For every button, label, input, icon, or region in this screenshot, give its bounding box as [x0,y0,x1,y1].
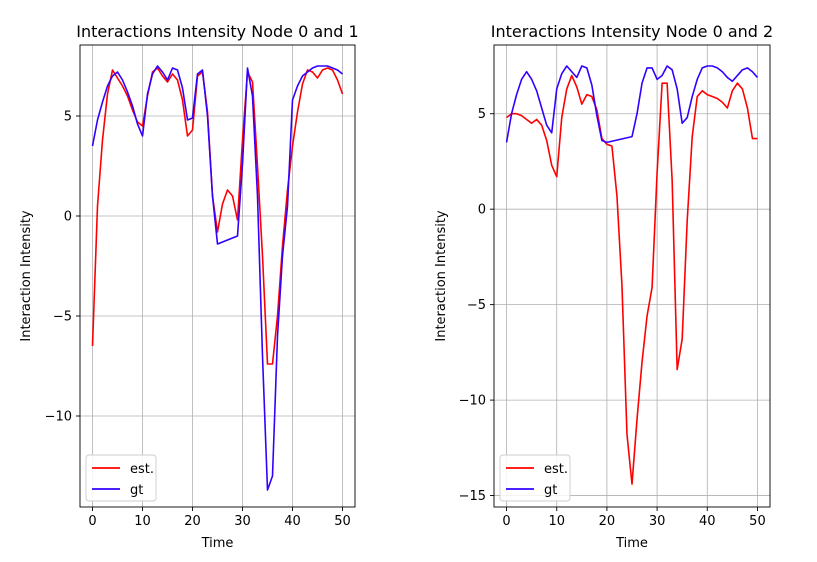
y-axis-label: Interaction Intensity [434,210,449,342]
chart-1: 0 10 20 30 40 50 −10 −5 0 5 Interactions Intensity… [19,22,359,551]
y-tick-label: 0 [478,203,486,218]
chart-title: Interactions Intensity Node 0 and 2 [491,22,773,41]
y-axis-label: Interaction Intensity [19,210,34,342]
x-tick-label: 30 [234,514,251,529]
y-tick-label: 5 [64,110,72,125]
series-line-gt [505,65,759,144]
y-tick-label: −10 [45,410,72,425]
x-tick-label: 40 [699,514,716,529]
y-tick-label: −15 [459,489,486,504]
x-tick-label: 20 [184,514,201,529]
x-axis-label: Time [615,536,648,551]
legend: est. gt [85,454,157,502]
x-tick-label: 20 [599,514,616,529]
y-tick-label: 0 [64,210,72,225]
axes-frame [493,44,771,508]
y-tick-label: 5 [478,107,486,122]
x-tick-label: 10 [134,514,151,529]
y-tick-label: −5 [53,310,72,325]
chart-title: Interactions Intensity Node 0 and 1 [76,22,358,41]
x-tick-label: 30 [649,514,666,529]
x-tick-label: 50 [334,514,351,529]
axes-frame [79,44,356,508]
x-tick-label: 0 [88,514,96,529]
x-tick-label: 50 [749,514,766,529]
chart-2: 0 10 20 30 40 50 −15 −10 −5 0 5 Interactions Intens… [434,22,773,551]
y-tick-label: −5 [467,298,486,313]
x-tick-label: 40 [284,514,301,529]
legend-label: gt [130,483,143,498]
x-tick-label: 10 [548,514,565,529]
series-line-gt [91,65,343,491]
legend: est. gt [499,454,571,502]
x-tick-label: 0 [502,514,510,529]
x-axis-label: Time [201,536,234,551]
legend-label: est. [130,462,154,477]
series-line-est [506,74,758,485]
y-tick-label: −10 [459,394,486,409]
legend-label: est. [544,462,568,477]
legend-label: gt [544,483,557,498]
